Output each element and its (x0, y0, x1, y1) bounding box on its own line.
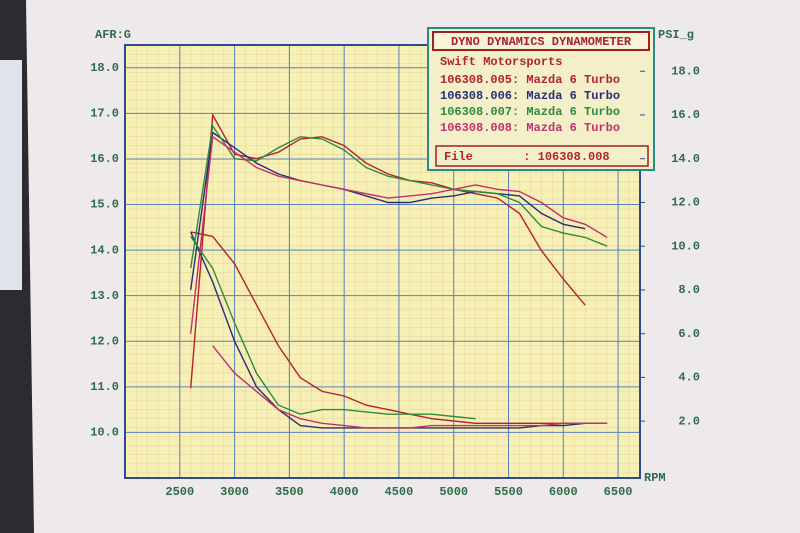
grid-layer (125, 45, 640, 478)
plot-border (124, 44, 641, 479)
y2-tick-label: 18.0 (671, 64, 700, 78)
y-tick-label: 14.0 (90, 243, 119, 257)
x-tick-label: 5500 (494, 485, 523, 499)
legend-title-box (432, 31, 650, 51)
y2-tick-label: 8.0 (678, 283, 700, 297)
x-tick-label: 4000 (330, 485, 359, 499)
file-box (435, 145, 649, 167)
x-tick-label: 2500 (165, 485, 194, 499)
legend-subtitle: Swift Motorsports (440, 55, 562, 69)
y-tick-label: 16.0 (90, 152, 119, 166)
y2-tick-label: 2.0 (678, 414, 700, 428)
y-tick-label: 15.0 (90, 198, 119, 212)
y2-axis-label: PSI_g (658, 28, 694, 42)
x-axis-label: RPM (644, 471, 666, 485)
y-tick-label: 12.0 (90, 334, 119, 348)
y2-tick-label: 16.0 (671, 108, 700, 122)
file-label: File : 106308.008 (444, 150, 610, 164)
y2-tick-label: 12.0 (671, 196, 700, 210)
y-axis-label: AFR:G (95, 28, 131, 42)
x-tick-label: 3500 (275, 485, 304, 499)
afr-line (190, 231, 608, 424)
x-tick-label: 6000 (549, 485, 578, 499)
x-tick-label: 5000 (439, 485, 468, 499)
boost-line (190, 131, 586, 290)
legend-entry: 106308.006: Mazda 6 Turbo (440, 89, 620, 103)
y2-tick-label: 14.0 (671, 152, 700, 166)
x-tick-label: 6500 (604, 485, 633, 499)
y-tick-label: 13.0 (90, 289, 119, 303)
y-tick-label: 17.0 (90, 107, 119, 121)
afr-line (212, 345, 608, 429)
y2-tick-label: 4.0 (678, 371, 700, 385)
x-tick-label: 4500 (385, 485, 414, 499)
screen-edge (0, 60, 22, 290)
y-tick-label: 18.0 (90, 61, 119, 75)
y2-tick-label: 10.0 (671, 239, 700, 253)
line-layer (190, 112, 608, 429)
legend-entry: 106308.007: Mazda 6 Turbo (440, 105, 620, 119)
y2-tick-label: 6.0 (678, 327, 700, 341)
legend-entry: 106308.005: Mazda 6 Turbo (440, 73, 620, 87)
x-tick-label: 3000 (220, 485, 249, 499)
boost-line (190, 135, 608, 334)
boost-line (190, 124, 608, 269)
boost-line (190, 112, 586, 389)
y-tick-label: 10.0 (90, 426, 119, 440)
y-tick-label: 11.0 (90, 380, 119, 394)
legend-title: DYNO DYNAMICS DYNAMOMETER (451, 35, 632, 49)
afr-line (190, 236, 476, 420)
legend-entry: 106308.008: Mazda 6 Turbo (440, 121, 620, 135)
